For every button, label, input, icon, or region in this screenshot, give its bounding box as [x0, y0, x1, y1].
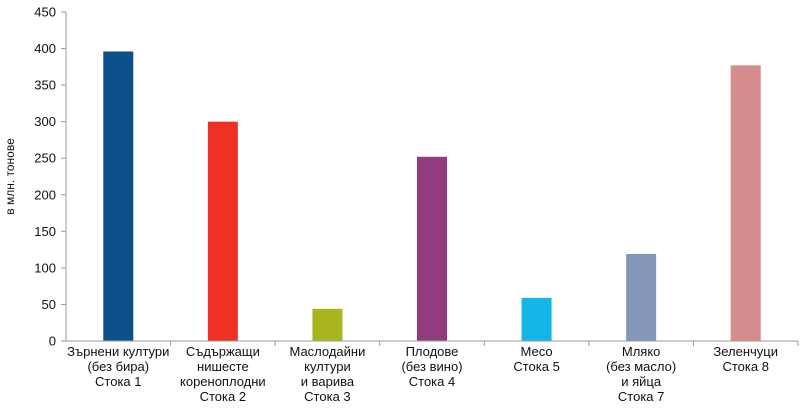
y-tick-label: 450	[34, 5, 56, 20]
x-tick-label: Стока 5	[513, 359, 559, 374]
y-tick-label: 150	[34, 224, 56, 239]
y-axis-label: в млн. тонове	[3, 138, 17, 215]
x-tick-label: Съдържащи	[186, 344, 260, 359]
x-tick-label: Зърнени култури	[67, 344, 169, 359]
x-tick-label: Стока 2	[200, 389, 246, 404]
y-tick-label: 300	[34, 114, 56, 129]
y-tick-label: 400	[34, 41, 56, 56]
y-tick-label: 350	[34, 78, 56, 93]
x-tick-label: Стока 4	[409, 374, 455, 389]
bar	[207, 121, 238, 342]
x-tick-label: култури	[304, 359, 351, 374]
x-tick-label: Мляко	[622, 344, 661, 359]
bar	[417, 156, 447, 341]
bars	[103, 51, 761, 342]
x-tick-label: (без масло)	[606, 359, 676, 374]
bar	[730, 65, 761, 342]
y-tick-label: 50	[42, 297, 56, 312]
y-axis-ticks: 0 50 100 150 200 250 300 350 400 450	[34, 5, 66, 349]
x-tick-label: кореноплодни	[180, 374, 266, 389]
x-tick-label: Стока 7	[618, 389, 664, 404]
x-tick-label: Стока 1	[95, 374, 141, 389]
x-tick-label: (без вино)	[401, 359, 462, 374]
x-tick-label: Месо	[521, 344, 553, 359]
x-tick-label: (без бира)	[87, 359, 149, 374]
x-tick-label: Зеленчуци	[713, 344, 778, 359]
x-tick-label: Стока 3	[304, 389, 350, 404]
y-tick-label: 100	[34, 260, 56, 275]
bar	[626, 253, 657, 341]
bar	[521, 297, 552, 341]
y-tick-label: 250	[34, 151, 56, 166]
x-tick-label: и яйца	[621, 374, 662, 389]
x-tick-label: Плодове	[406, 344, 459, 359]
x-tick-label: Маслодайни	[289, 344, 365, 359]
bar	[312, 308, 343, 341]
x-tick-label: Стока 8	[722, 359, 768, 374]
bar	[103, 51, 134, 341]
x-tick-label: и варива	[301, 374, 355, 389]
x-axis-labels: Зърнени култури(без бира)Стока 1 Съдържащ…	[67, 341, 799, 404]
y-tick-label: 0	[49, 334, 56, 349]
x-tick-label: нишесте	[197, 359, 249, 374]
y-tick-label: 200	[34, 187, 56, 202]
